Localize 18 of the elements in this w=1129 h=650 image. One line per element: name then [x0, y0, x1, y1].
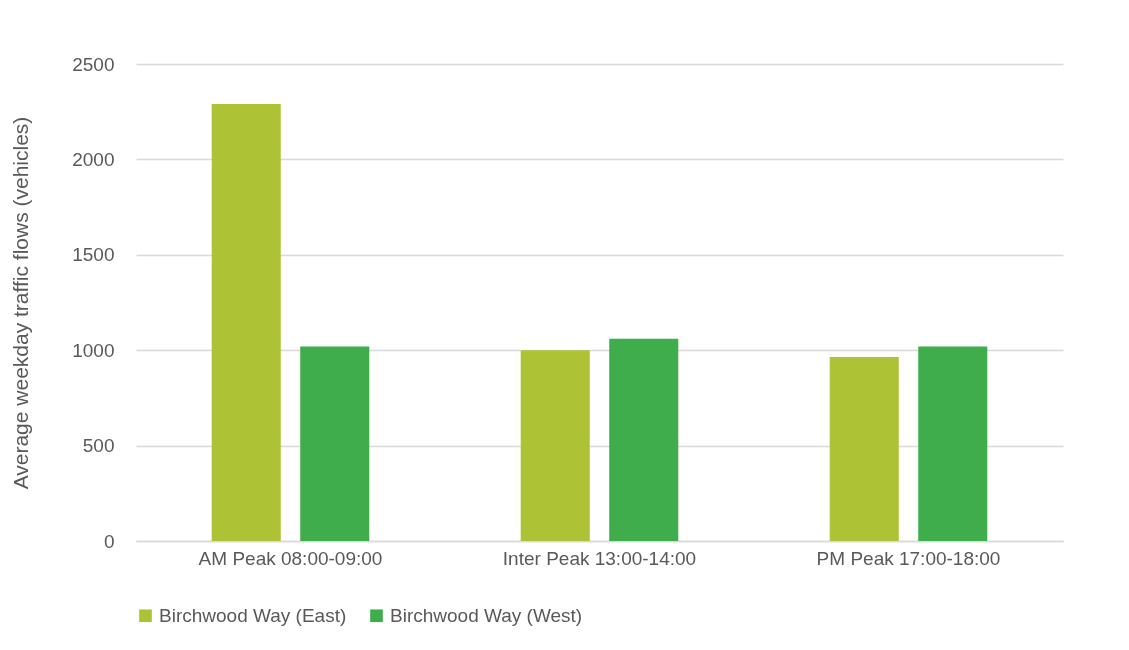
- x-tick-label: AM Peak 08:00-09:00: [198, 547, 383, 569]
- y-tick-label: 1000: [72, 339, 115, 361]
- bar: [829, 356, 899, 541]
- bar: [918, 346, 988, 541]
- y-tick-label: 1500: [72, 244, 115, 266]
- bar: [300, 346, 370, 541]
- bar: [609, 338, 679, 541]
- y-tick-label: 2500: [72, 53, 115, 75]
- legend-label: Birchwood Way (West): [390, 604, 583, 626]
- y-tick-label: 2000: [72, 148, 115, 170]
- y-tick-label: 500: [82, 435, 115, 457]
- x-tick-label: PM Peak 17:00-18:00: [816, 547, 1001, 569]
- y-tick-label: 0: [103, 530, 115, 552]
- bar: [520, 350, 590, 541]
- x-tick-label: Inter Peak 13:00-14:00: [502, 547, 697, 569]
- y-axis-title: Average weekday traffic flows (vehicles): [9, 116, 33, 490]
- bar: [211, 104, 281, 541]
- legend-label: Birchwood Way (East): [159, 604, 347, 626]
